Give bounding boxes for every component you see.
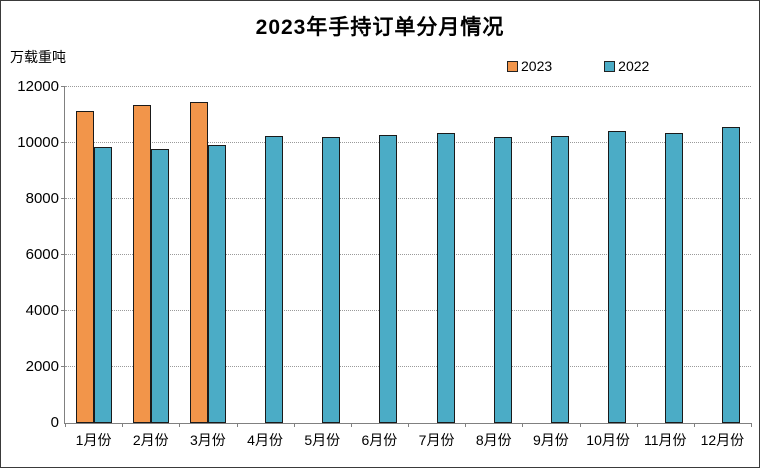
legend-label-2023: 2023: [521, 58, 553, 74]
bar-2022-month-2: [150, 149, 169, 423]
plot-area: 0 2000 4000 6000 8000 10000 12000 1月份 2月份 3月份 4月份 5…: [17, 79, 752, 448]
x-tick-label-1: 1月份: [75, 432, 112, 448]
gridline-8000: [65, 198, 751, 199]
y-tick-label-2000: 2000: [25, 358, 59, 375]
x-axis-tick: [236, 423, 238, 427]
legend-item-2022: 2022: [604, 58, 649, 74]
x-axis-tick: [293, 423, 295, 427]
x-axis-tick: [65, 423, 66, 427]
x-tick-label-2: 2月份: [132, 432, 169, 448]
y-tick-label-0: 0: [50, 414, 59, 431]
bar-2022-month-1: [93, 146, 112, 423]
legend-label-2022: 2022: [618, 58, 650, 74]
y-axis-tick: [61, 198, 65, 199]
y-tick-label-10000: 10000: [17, 134, 59, 151]
bar-2022-month-4: [265, 136, 284, 423]
y-tick-label-8000: 8000: [25, 190, 59, 207]
y-axis-unit-label: 万载重吨: [10, 49, 66, 65]
gridline-6000: [65, 254, 751, 255]
x-tick-label-8: 8月份: [475, 432, 512, 448]
x-axis-tick: [636, 423, 638, 427]
gridline-12000: [65, 86, 751, 87]
x-axis-tick: [579, 423, 581, 427]
y-tick-label-4000: 4000: [25, 302, 59, 319]
legend-swatch-2022: [604, 60, 616, 72]
x-axis-tick: [408, 423, 409, 427]
y-tick-label-6000: 6000: [25, 246, 59, 263]
x-tick-label-9: 9月份: [533, 432, 569, 448]
legend: 2023 2022: [507, 58, 649, 74]
y-axis-tick: [61, 366, 65, 367]
legend-item-2023: 2023: [507, 58, 552, 74]
bar-2022-month-3: [207, 144, 226, 423]
x-tick-label-12: 12月份: [700, 432, 745, 448]
x-axis-tick: [693, 423, 695, 427]
y-axis-tick: [61, 254, 65, 255]
chart-title: 2023年手持订单分月情况: [255, 16, 505, 39]
x-axis-tick: [122, 423, 124, 427]
bar-2022-month-10: [608, 130, 627, 423]
x-axis-tick: [465, 423, 467, 427]
x-tick-label-3: 3月份: [190, 432, 226, 448]
y-axis-tick: [61, 310, 65, 311]
x-tick-label-5: 5月份: [304, 432, 341, 448]
bar-2022-month-7: [436, 132, 455, 423]
gridline-2000: [65, 366, 751, 367]
x-axis-tick: [751, 423, 752, 427]
x-tick-label-7: 7月份: [418, 432, 455, 448]
y-axis-tick: [61, 142, 65, 143]
x-tick-label-11: 11月份: [643, 432, 687, 448]
bar-2022-month-12: [722, 127, 741, 423]
x-axis-tick: [179, 423, 181, 427]
bar-2022-month-5: [322, 137, 341, 423]
x-axis-tick: [522, 423, 524, 427]
x-tick-label-10: 10月份: [586, 432, 630, 448]
bar-2023-month-3: [189, 102, 208, 423]
x-tick-label-6: 6月份: [361, 432, 398, 448]
gridline-4000: [65, 310, 751, 311]
y-axis-tick: [61, 86, 65, 87]
bar-2022-month-6: [379, 135, 398, 423]
x-axis-tick: [350, 423, 352, 427]
bar-2022-month-11: [665, 133, 684, 423]
bar-2023-month-1: [75, 111, 94, 423]
bar-2023-month-2: [132, 104, 151, 423]
x-tick-label-4: 4月份: [247, 432, 283, 448]
bar-2022-month-8: [493, 137, 512, 423]
y-tick-label-12000: 12000: [17, 78, 59, 95]
legend-swatch-2023: [507, 60, 518, 72]
bar-2022-month-9: [550, 135, 569, 423]
gridline-10000: [65, 142, 751, 143]
